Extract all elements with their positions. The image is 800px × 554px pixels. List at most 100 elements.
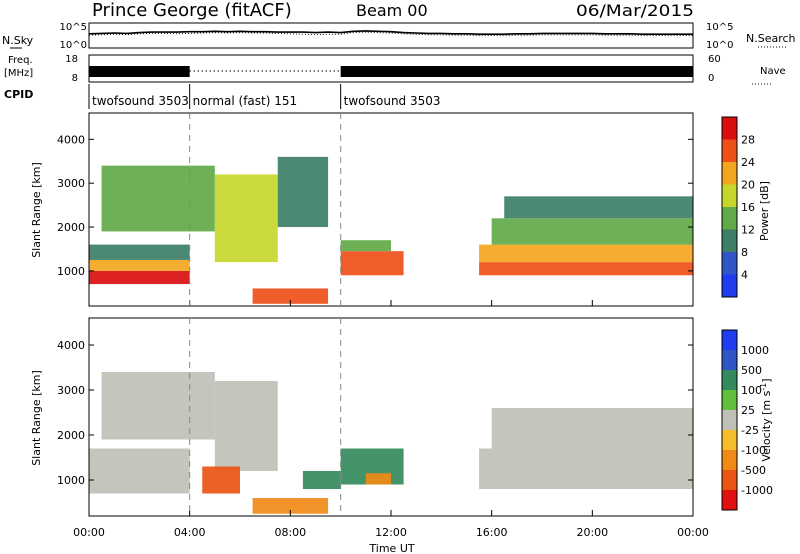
- beam-title: Beam 00: [356, 1, 428, 20]
- scatter-band-12: [504, 196, 693, 219]
- scatter-band-6: [277, 156, 329, 228]
- scatter-band-9: [491, 408, 693, 449]
- colorbar-tick-5: 24: [741, 156, 755, 169]
- colorbar-swatch-2: [722, 229, 737, 252]
- colorbar-swatch-0: [722, 490, 737, 510]
- colorbar-swatch-6: [722, 139, 737, 162]
- velocity-data: [89, 372, 693, 514]
- velocity-colorbar: -1000 -500 -100 -25 25 100 500 1000: [721, 329, 773, 511]
- freq-left-unit: [MHz]: [4, 68, 33, 79]
- scatter-band-5: [302, 471, 341, 489]
- scatter-band-2: [89, 244, 190, 260]
- colorbar-swatch-8: [722, 330, 737, 350]
- scatter-band-9: [479, 262, 693, 276]
- ytick-label-3: 4000: [57, 133, 85, 146]
- colorbar-tick-3: -25: [741, 424, 759, 437]
- power-colorbar-label: Power [dB]: [758, 181, 771, 241]
- scatter-band-0: [89, 448, 190, 494]
- scatter-band-4: [252, 498, 329, 514]
- xtick-label-2: 08:00: [274, 526, 306, 539]
- colorbar-swatch-2: [722, 450, 737, 470]
- colorbar-swatch-7: [722, 350, 737, 370]
- power-data: [89, 156, 693, 304]
- ytick-label-3: 4000: [57, 339, 85, 352]
- colorbar-tick-1: 8: [741, 246, 748, 259]
- colorbar-swatch-1: [722, 252, 737, 275]
- velocity-colorbar-label-exp: -1: [759, 383, 768, 391]
- power-panel: 1000 2000 3000 4000 Slant Range [km] 4 8 12 16…: [30, 112, 771, 307]
- xtick-label-3: 12:00: [375, 526, 407, 539]
- cpid-segment-label-1: normal (fast) 151: [193, 94, 297, 108]
- cpid-label: CPID: [4, 88, 33, 101]
- colorbar-tick-1: -500: [741, 464, 766, 477]
- colorbar-tick-6: 28: [741, 134, 755, 147]
- nsky-line: [88, 30, 693, 36]
- freq-segment-0: [89, 66, 190, 77]
- noise-right-bottom-tick: 10^0: [706, 40, 733, 51]
- colorbar-swatch-6: [722, 370, 737, 390]
- station-title: Prince George (fitACF): [92, 0, 292, 21]
- x-axis-label: Time UT: [368, 542, 414, 554]
- scatter-band-3: [101, 165, 215, 232]
- colorbar-swatch-4: [722, 410, 737, 430]
- freq-left-label: Freq.: [8, 55, 33, 66]
- scatter-band-0: [89, 270, 190, 285]
- scatter-band-8: [340, 240, 391, 252]
- ytick-label-0: 1000: [57, 474, 85, 487]
- colorbar-tick-4: 25: [741, 404, 755, 417]
- colorbar-frame: [721, 116, 738, 298]
- power-ylabel: Slant Range [km]: [30, 162, 43, 258]
- scatter-band-2: [214, 381, 278, 471]
- colorbar-tick-0: 4: [741, 269, 748, 282]
- colorbar-tick-3: 16: [741, 201, 755, 214]
- cpid-row: CPID twofsound 3503 normal (fast) 151 twof…: [4, 84, 441, 109]
- ytick-label-2: 3000: [57, 177, 85, 190]
- scatter-band-1: [101, 372, 215, 440]
- colorbar-swatch-1: [722, 470, 737, 490]
- colorbar-swatch-3: [722, 207, 737, 230]
- scatter-band-5: [252, 288, 329, 304]
- noise-series: [88, 30, 693, 36]
- colorbar-tick-0: -1000: [741, 484, 773, 497]
- freq-right-bottom-tick: 0: [708, 73, 714, 84]
- velocity-colorbar-label-main: Velocity [m s: [760, 390, 773, 461]
- colorbar-swatch-5: [722, 390, 737, 410]
- colorbar-tick-6: 500: [741, 364, 762, 377]
- ytick-label-1: 2000: [57, 429, 85, 442]
- cpid-segment-label-2: twofsound 3503: [344, 94, 441, 108]
- frequency-series: [89, 66, 693, 77]
- scatter-band-11: [491, 218, 693, 245]
- scatter-band-1: [89, 259, 190, 271]
- colorbar-tick-4: 20: [741, 179, 755, 192]
- scatter-band-4: [214, 174, 278, 263]
- noise-left-label: N.Sky: [2, 34, 34, 47]
- colorbar-swatch-3: [722, 430, 737, 450]
- cpid-segments: twofsound 3503 normal (fast) 151 twofsound…: [88, 84, 441, 109]
- ytick-label-1: 2000: [57, 221, 85, 234]
- noise-panel-frame: [88, 22, 694, 49]
- freq-left-bottom-tick: 8: [72, 73, 78, 84]
- colorbar-swatch-0: [722, 274, 737, 297]
- power-y-axis: 1000 2000 3000 4000: [57, 133, 693, 278]
- colorbar-tick-5: 100: [741, 384, 762, 397]
- colorbar-swatch-7: [722, 117, 737, 140]
- colorbar-swatch-4: [722, 184, 737, 207]
- velocity-y-axis: 1000 2000 3000 4000: [57, 339, 693, 487]
- cpid-segment-label-0: twofsound 3503: [92, 94, 189, 108]
- colorbar-tick-7: 1000: [741, 344, 769, 357]
- xtick-label-1: 04:00: [174, 526, 206, 539]
- velocity-colorbar-label: Velocity [m s-1]: [759, 378, 773, 461]
- scatter-band-3: [202, 466, 240, 494]
- noise-panel: N.Sky 10^5 10^0 10^5 10^0 N.Search: [2, 22, 796, 51]
- ytick-label-0: 1000: [57, 265, 85, 278]
- xtick-label-6: 00:00: [677, 526, 709, 539]
- noise-right-top-tick: 10^5: [706, 22, 733, 33]
- colorbar-tick-2: 12: [741, 224, 755, 237]
- power-colorbar: 4 8 12 16 20 24 28: [721, 116, 755, 298]
- velocity-ylabel: Slant Range [km]: [30, 370, 43, 466]
- scatter-band-7: [365, 473, 391, 485]
- colorbar-swatch-5: [722, 162, 737, 185]
- xtick-label-0: 00:00: [73, 526, 105, 539]
